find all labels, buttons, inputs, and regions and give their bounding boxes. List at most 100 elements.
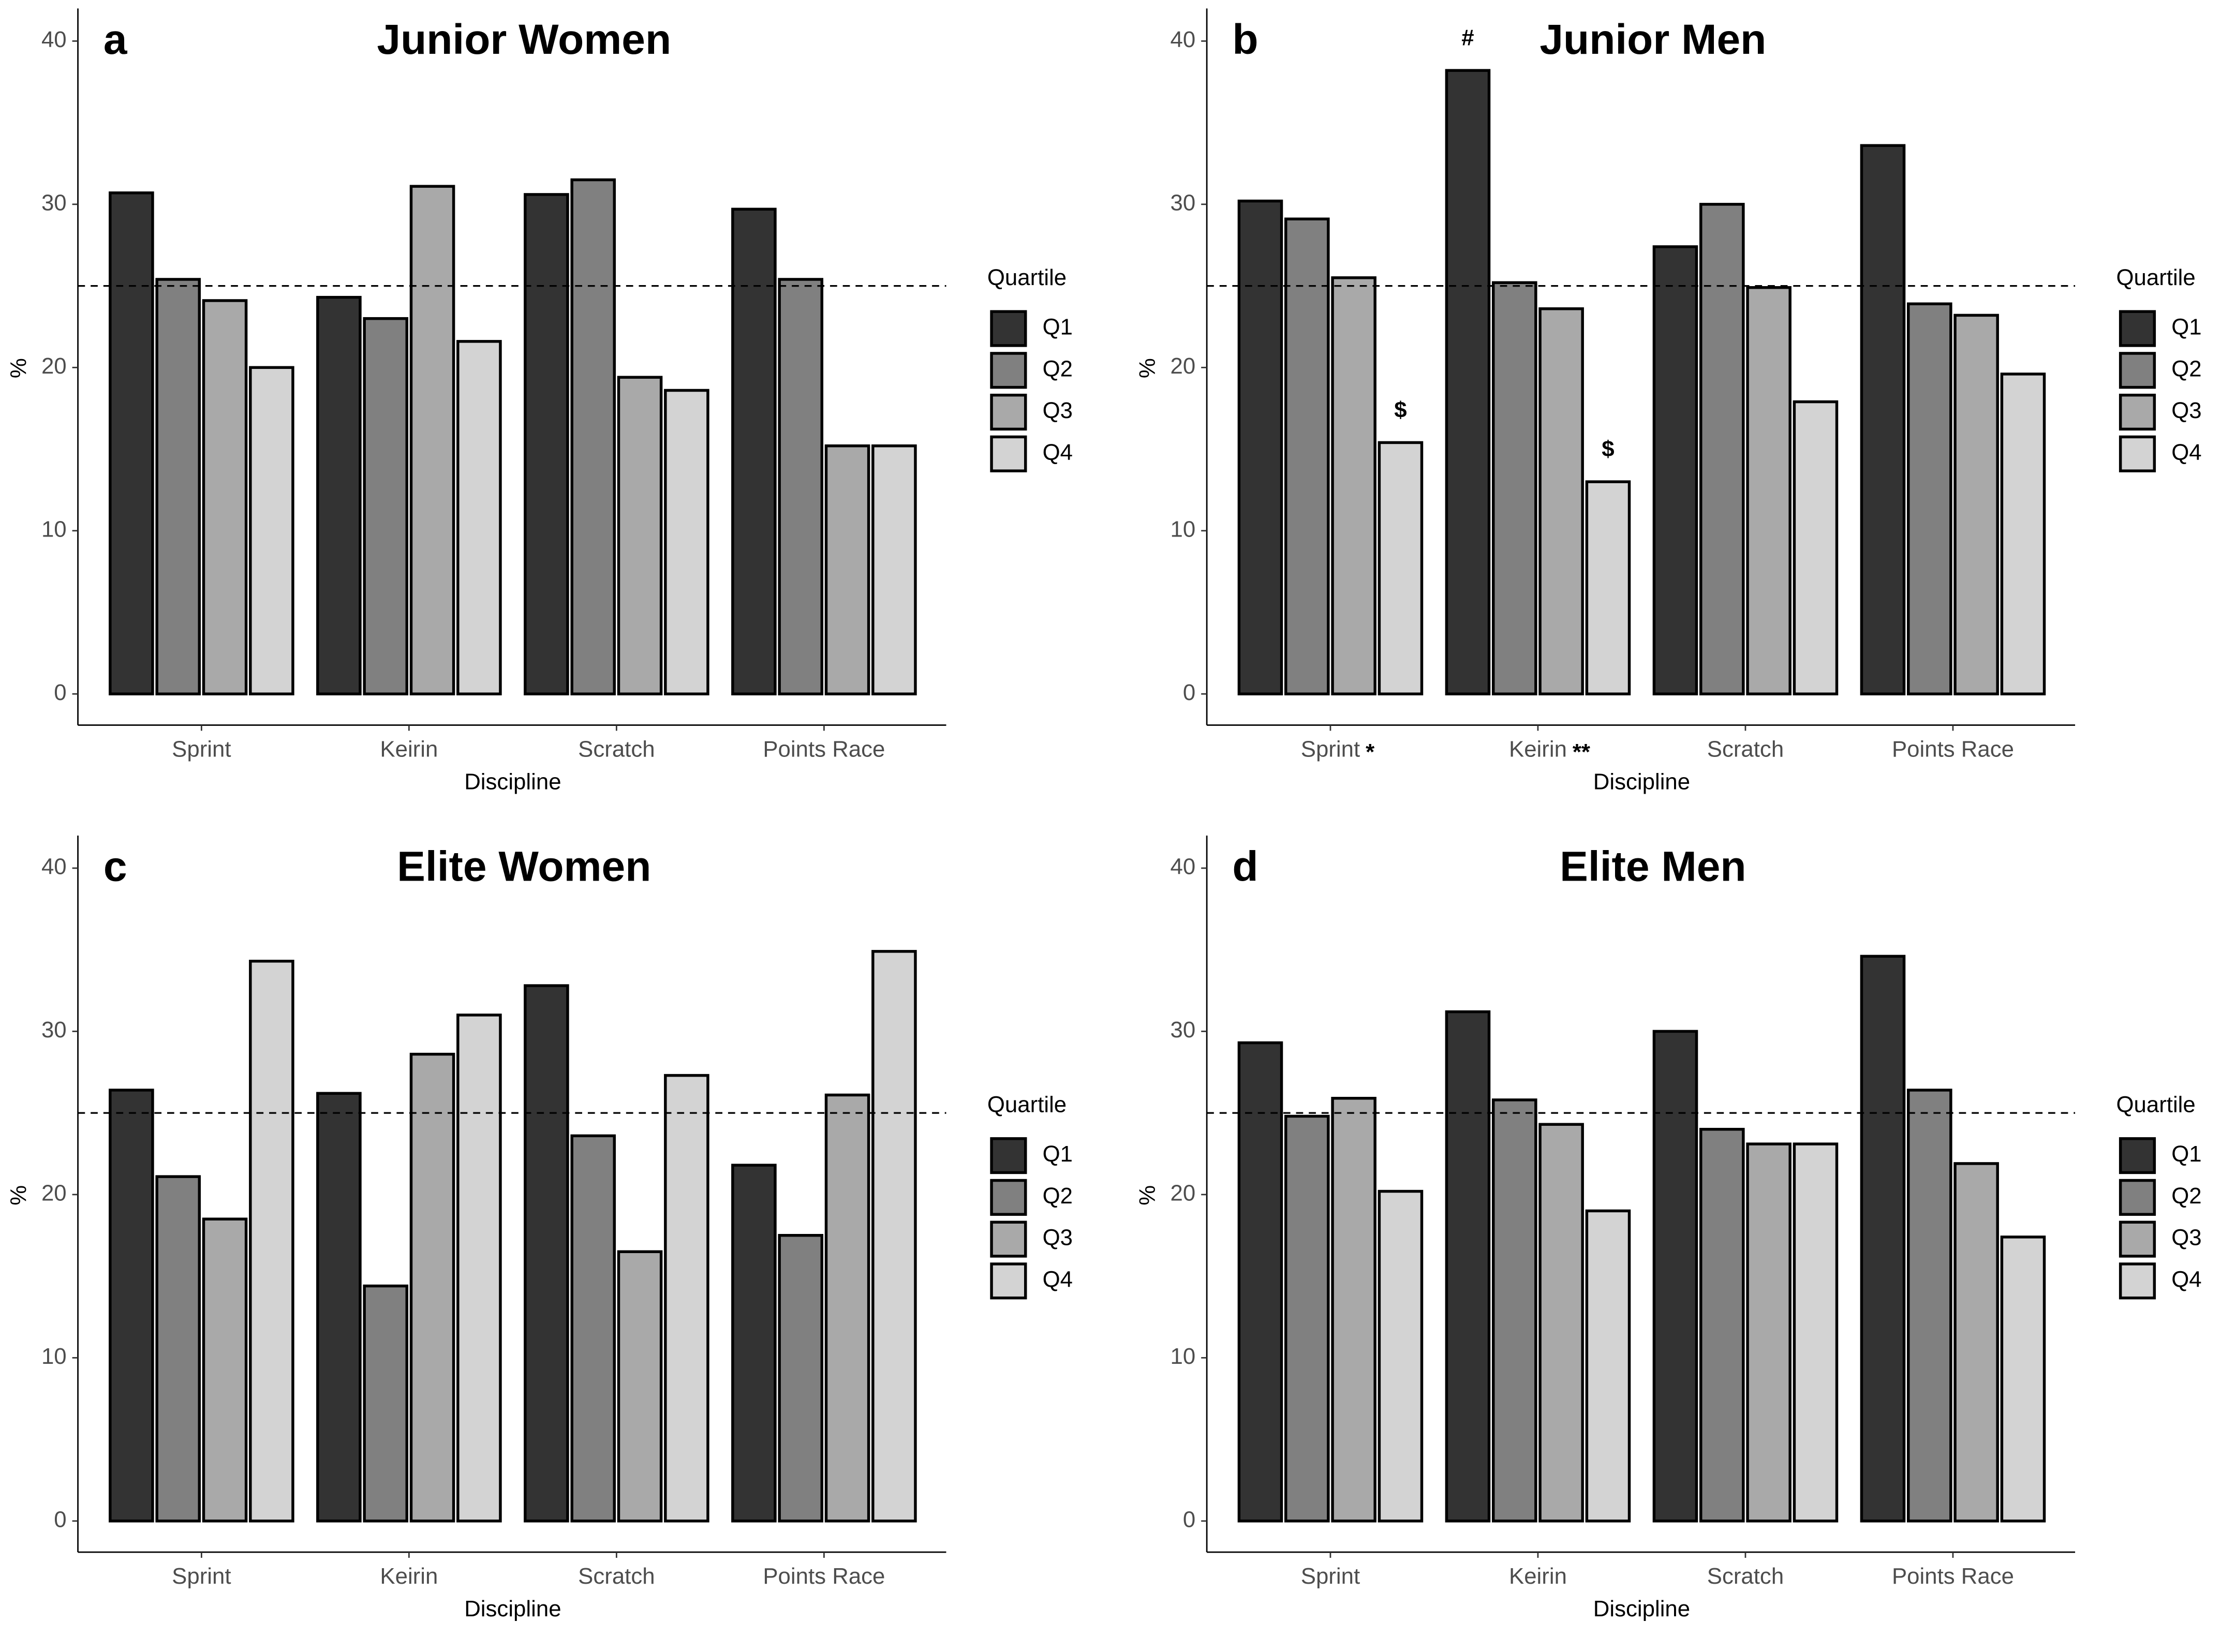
bar	[1652, 245, 1698, 695]
x-axis-title: Discipline	[464, 769, 561, 794]
bar	[409, 1052, 455, 1523]
bar	[1538, 307, 1584, 695]
y-tick-label: 40	[1171, 27, 1196, 52]
bar	[1699, 203, 1745, 695]
y-tick-label: 0	[54, 680, 66, 705]
bar	[1378, 1189, 1424, 1523]
legend-title: Quartile	[2116, 265, 2195, 290]
bar	[316, 295, 362, 695]
bar	[202, 1217, 248, 1523]
panel: 0 10 20 30 40 $ Sprint * # $ Keirin ** Scratch Points…	[1134, 8, 2202, 794]
panel: 0 10 20 30 40 Sprint Keirin Scratch Points Race c…	[6, 835, 1073, 1621]
panel: 0 10 20 30 40 Sprint Keirin Scratch Points Race d…	[1134, 835, 2202, 1621]
bar	[249, 366, 294, 695]
bar	[524, 984, 569, 1523]
legend-label: Q1	[1043, 1141, 1073, 1167]
bar	[2000, 373, 2046, 695]
bar	[1331, 1097, 1376, 1523]
legend-swatch	[2119, 393, 2156, 431]
legend-swatch	[2119, 435, 2156, 472]
bar-annotation: #	[1461, 25, 1474, 51]
y-tick-label: 10	[1171, 1344, 1196, 1369]
y-axis-title: %	[6, 358, 31, 378]
y-tick-label: 10	[41, 1344, 67, 1369]
legend-swatch	[2119, 352, 2156, 389]
y-axis-title: %	[1134, 358, 1160, 378]
x-tick-label: Keirin	[380, 1564, 438, 1589]
bar	[824, 1093, 870, 1523]
bar	[363, 1284, 409, 1523]
legend-label: Q3	[2171, 398, 2201, 423]
legend-swatch	[990, 1262, 1027, 1300]
x-tick-label: Sprint	[1301, 1564, 1360, 1589]
x-tick-label: Sprint	[172, 1564, 231, 1589]
panel: 0 10 20 30 40 Sprint Keirin Scratch Points Race a…	[6, 8, 1073, 794]
legend-label: Q4	[2171, 440, 2201, 465]
bar	[1284, 1114, 1330, 1523]
bar	[1953, 314, 1999, 695]
legend-title: Quartile	[987, 1092, 1067, 1117]
y-tick-label: 0	[1183, 1507, 1195, 1532]
bar	[824, 444, 870, 695]
y-tick-label: 10	[41, 516, 67, 542]
bar	[109, 1089, 154, 1523]
y-tick-label: 40	[1171, 854, 1196, 879]
bar	[1907, 1089, 1952, 1523]
legend-label: Q1	[1043, 315, 1073, 340]
legend-swatch	[2119, 1137, 2156, 1174]
bar	[1284, 217, 1330, 695]
x-tick-label: Scratch	[578, 736, 655, 762]
x-tick-label: Keirin	[380, 736, 438, 762]
x-tick-label: Points Race	[1892, 736, 2014, 762]
bar	[109, 191, 154, 695]
legend-label: Q4	[1043, 1267, 1073, 1292]
chart-title: Junior Men	[1539, 16, 1766, 63]
y-tick-label: 20	[41, 353, 67, 379]
legend-swatch	[990, 1137, 1027, 1174]
legend-swatch	[2119, 1262, 2156, 1300]
bar	[1699, 1127, 1745, 1523]
y-tick-label: 20	[1171, 1180, 1196, 1205]
y-tick-label: 30	[41, 1017, 67, 1043]
bar	[1585, 480, 1631, 695]
bar	[316, 1092, 362, 1523]
panel-label: c	[103, 843, 127, 890]
bar	[1907, 302, 1952, 695]
bar	[1652, 1030, 1698, 1523]
bar	[249, 960, 294, 1523]
legend-label: Q2	[2171, 356, 2201, 381]
bar	[664, 389, 709, 695]
panel-label: d	[1232, 843, 1258, 890]
bar	[570, 1134, 616, 1523]
chart-title: Junior Women	[377, 16, 671, 63]
x-tick-label: Keirin	[1509, 1564, 1567, 1589]
legend-label: Q2	[2171, 1183, 2201, 1209]
y-tick-label: 30	[1171, 190, 1196, 215]
legend-swatch	[2119, 1179, 2156, 1216]
legend-label: Q3	[2171, 1225, 2201, 1251]
bar	[202, 299, 248, 695]
y-tick-label: 40	[41, 27, 67, 52]
y-tick-label: 20	[41, 1180, 67, 1205]
bar	[617, 376, 663, 695]
x-tick-label: Scratch	[1707, 1564, 1784, 1589]
bar	[664, 1074, 709, 1523]
legend-swatch	[2119, 1221, 2156, 1258]
y-tick-label: 0	[54, 1507, 66, 1532]
bar	[1585, 1209, 1631, 1523]
x-tick-label: Points Race	[763, 736, 885, 762]
y-tick-label: 30	[41, 190, 67, 215]
legend-swatch	[990, 393, 1027, 431]
x-axis-title: Discipline	[464, 1596, 561, 1621]
y-axis-title: %	[6, 1185, 31, 1205]
bar	[363, 317, 409, 695]
legend-swatch	[990, 1221, 1027, 1258]
bar	[871, 950, 917, 1523]
bar	[731, 1164, 777, 1523]
legend-label: Q4	[2171, 1267, 2201, 1292]
legend-swatch	[990, 310, 1027, 347]
bar	[731, 207, 777, 695]
x-tick-label: Scratch	[578, 1564, 655, 1589]
x-tick-label: Sprint	[1301, 736, 1360, 762]
x-tick-label: Points Race	[763, 1564, 885, 1589]
